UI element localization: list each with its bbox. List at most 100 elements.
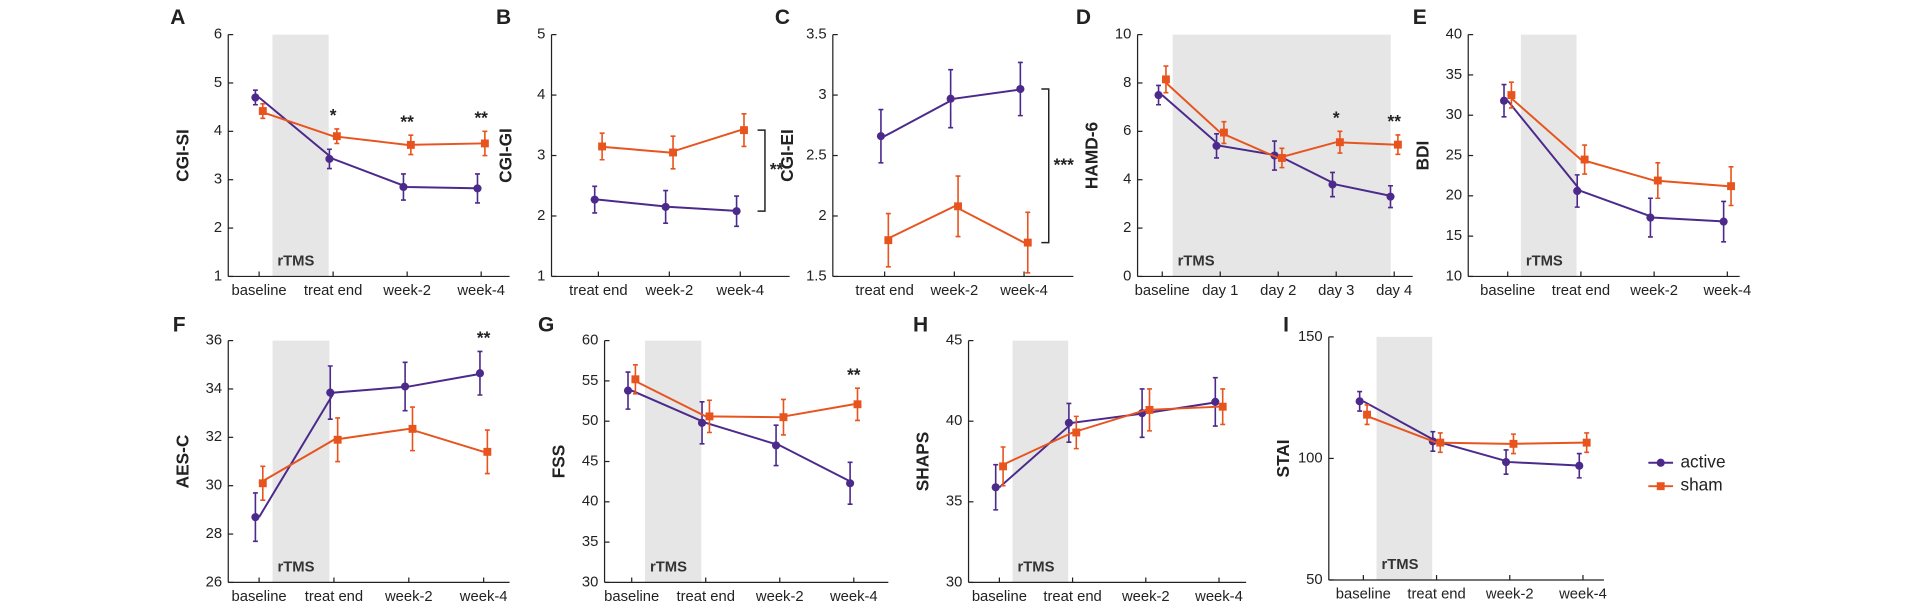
panel-letter: F (173, 313, 186, 336)
x-tick-label: treat end (1043, 589, 1101, 601)
y-axis-label: AES-C (172, 435, 192, 489)
y-tick-label: 40 (946, 413, 962, 429)
x-tick-label: treat end (569, 283, 627, 299)
x-tick-label: day 2 (1260, 283, 1296, 299)
stimulation-span (1520, 34, 1577, 277)
y-tick-label: 50 (582, 413, 598, 429)
marker (1507, 91, 1516, 100)
x-tick-label: baseline (1135, 283, 1190, 299)
marker (399, 182, 408, 192)
y-tick-label: 40 (1446, 27, 1462, 43)
y-tick-label: 3 (818, 87, 826, 103)
x-tick-label: day 1 (1202, 283, 1238, 299)
marker (954, 202, 963, 211)
series-line (1507, 94, 1728, 188)
y-tick-label: 4 (1123, 172, 1131, 188)
marker (258, 479, 267, 488)
y-tick-label: 25 (1446, 147, 1462, 163)
panel-letter: C (775, 6, 790, 29)
y-tick-label: 55 (582, 373, 598, 389)
marker (991, 483, 1000, 492)
bracket (1041, 88, 1050, 244)
y-tick-label: 35 (582, 534, 598, 550)
x-tick-label: week-4 (715, 283, 764, 299)
x-tick-label: treat end (855, 283, 913, 299)
y-tick-label: 2 (214, 220, 222, 236)
significance: ** (477, 328, 491, 348)
x-tick-label: week-4 (999, 283, 1048, 299)
x-tick-label: week-2 (382, 283, 431, 299)
y-tick-label: 20 (1446, 188, 1462, 204)
marker (1582, 438, 1591, 447)
x-tick-label: week-2 (644, 283, 693, 299)
x-tick-label: baseline (232, 589, 287, 601)
bracket (757, 129, 766, 212)
marker (333, 435, 342, 444)
series-line (258, 110, 482, 146)
x-tick-label: week-4 (829, 589, 878, 601)
series-line (1506, 100, 1728, 223)
significance: ** (847, 364, 861, 384)
marker (1219, 128, 1228, 137)
x-tick-label: week-2 (384, 589, 433, 601)
panel-letter: B (496, 6, 511, 29)
x-tick-label: baseline (1336, 587, 1391, 601)
marker (1501, 458, 1511, 467)
marker (884, 236, 893, 245)
span-label: rTMS (650, 560, 687, 576)
x-tick-label: day 3 (1318, 283, 1354, 299)
marker (598, 142, 607, 151)
y-tick-label: 2.5 (806, 147, 827, 163)
marker (1023, 238, 1032, 247)
marker (853, 400, 862, 409)
y-tick-label: 10 (1446, 268, 1462, 284)
series-line (258, 372, 484, 518)
y-tick-label: 60 (582, 333, 598, 349)
y-tick-label: 26 (206, 574, 222, 590)
marker (946, 94, 955, 103)
marker (473, 184, 482, 193)
marker (697, 418, 707, 427)
span-label: rTMS (277, 254, 314, 270)
marker (631, 375, 640, 384)
x-tick-label: baseline (232, 283, 287, 299)
marker (1064, 418, 1073, 427)
marker (1277, 153, 1286, 162)
x-tick-label: week-2 (1485, 587, 1534, 601)
marker (732, 207, 741, 216)
marker (779, 413, 788, 422)
panel-letter: I (1283, 313, 1289, 336)
y-axis-label: CGI-EI (777, 129, 797, 182)
marker (326, 388, 335, 397)
x-tick-label: treat end (1407, 587, 1465, 601)
marker (1580, 155, 1589, 164)
marker (999, 462, 1008, 471)
marker (325, 154, 334, 163)
y-axis-label: SHAPS (913, 432, 933, 492)
series-line (631, 378, 854, 419)
x-tick-label: week-2 (1121, 589, 1170, 601)
marker (740, 126, 748, 135)
y-tick-label: 1 (214, 268, 222, 284)
y-tick-label: 6 (1123, 123, 1131, 139)
marker (1145, 405, 1154, 414)
y-tick-label: 35 (1446, 67, 1462, 83)
marker (623, 386, 633, 395)
marker (251, 93, 260, 102)
y-tick-label: 6 (214, 27, 222, 43)
marker (1162, 75, 1170, 84)
series-line (258, 96, 482, 190)
y-axis-label: HAMD-6 (1082, 122, 1102, 189)
legend-marker (1656, 458, 1665, 467)
y-tick-label: 30 (582, 574, 598, 590)
marker (705, 412, 714, 421)
y-tick-label: 2 (537, 208, 545, 224)
stimulation-span (1012, 340, 1069, 583)
marker (480, 139, 489, 148)
marker (483, 447, 492, 456)
significance: * (1333, 108, 1340, 128)
x-tick-label: week-4 (1702, 283, 1751, 299)
stimulation-span (645, 340, 702, 583)
y-tick-label: 15 (1446, 228, 1462, 244)
significance: ** (474, 108, 488, 128)
